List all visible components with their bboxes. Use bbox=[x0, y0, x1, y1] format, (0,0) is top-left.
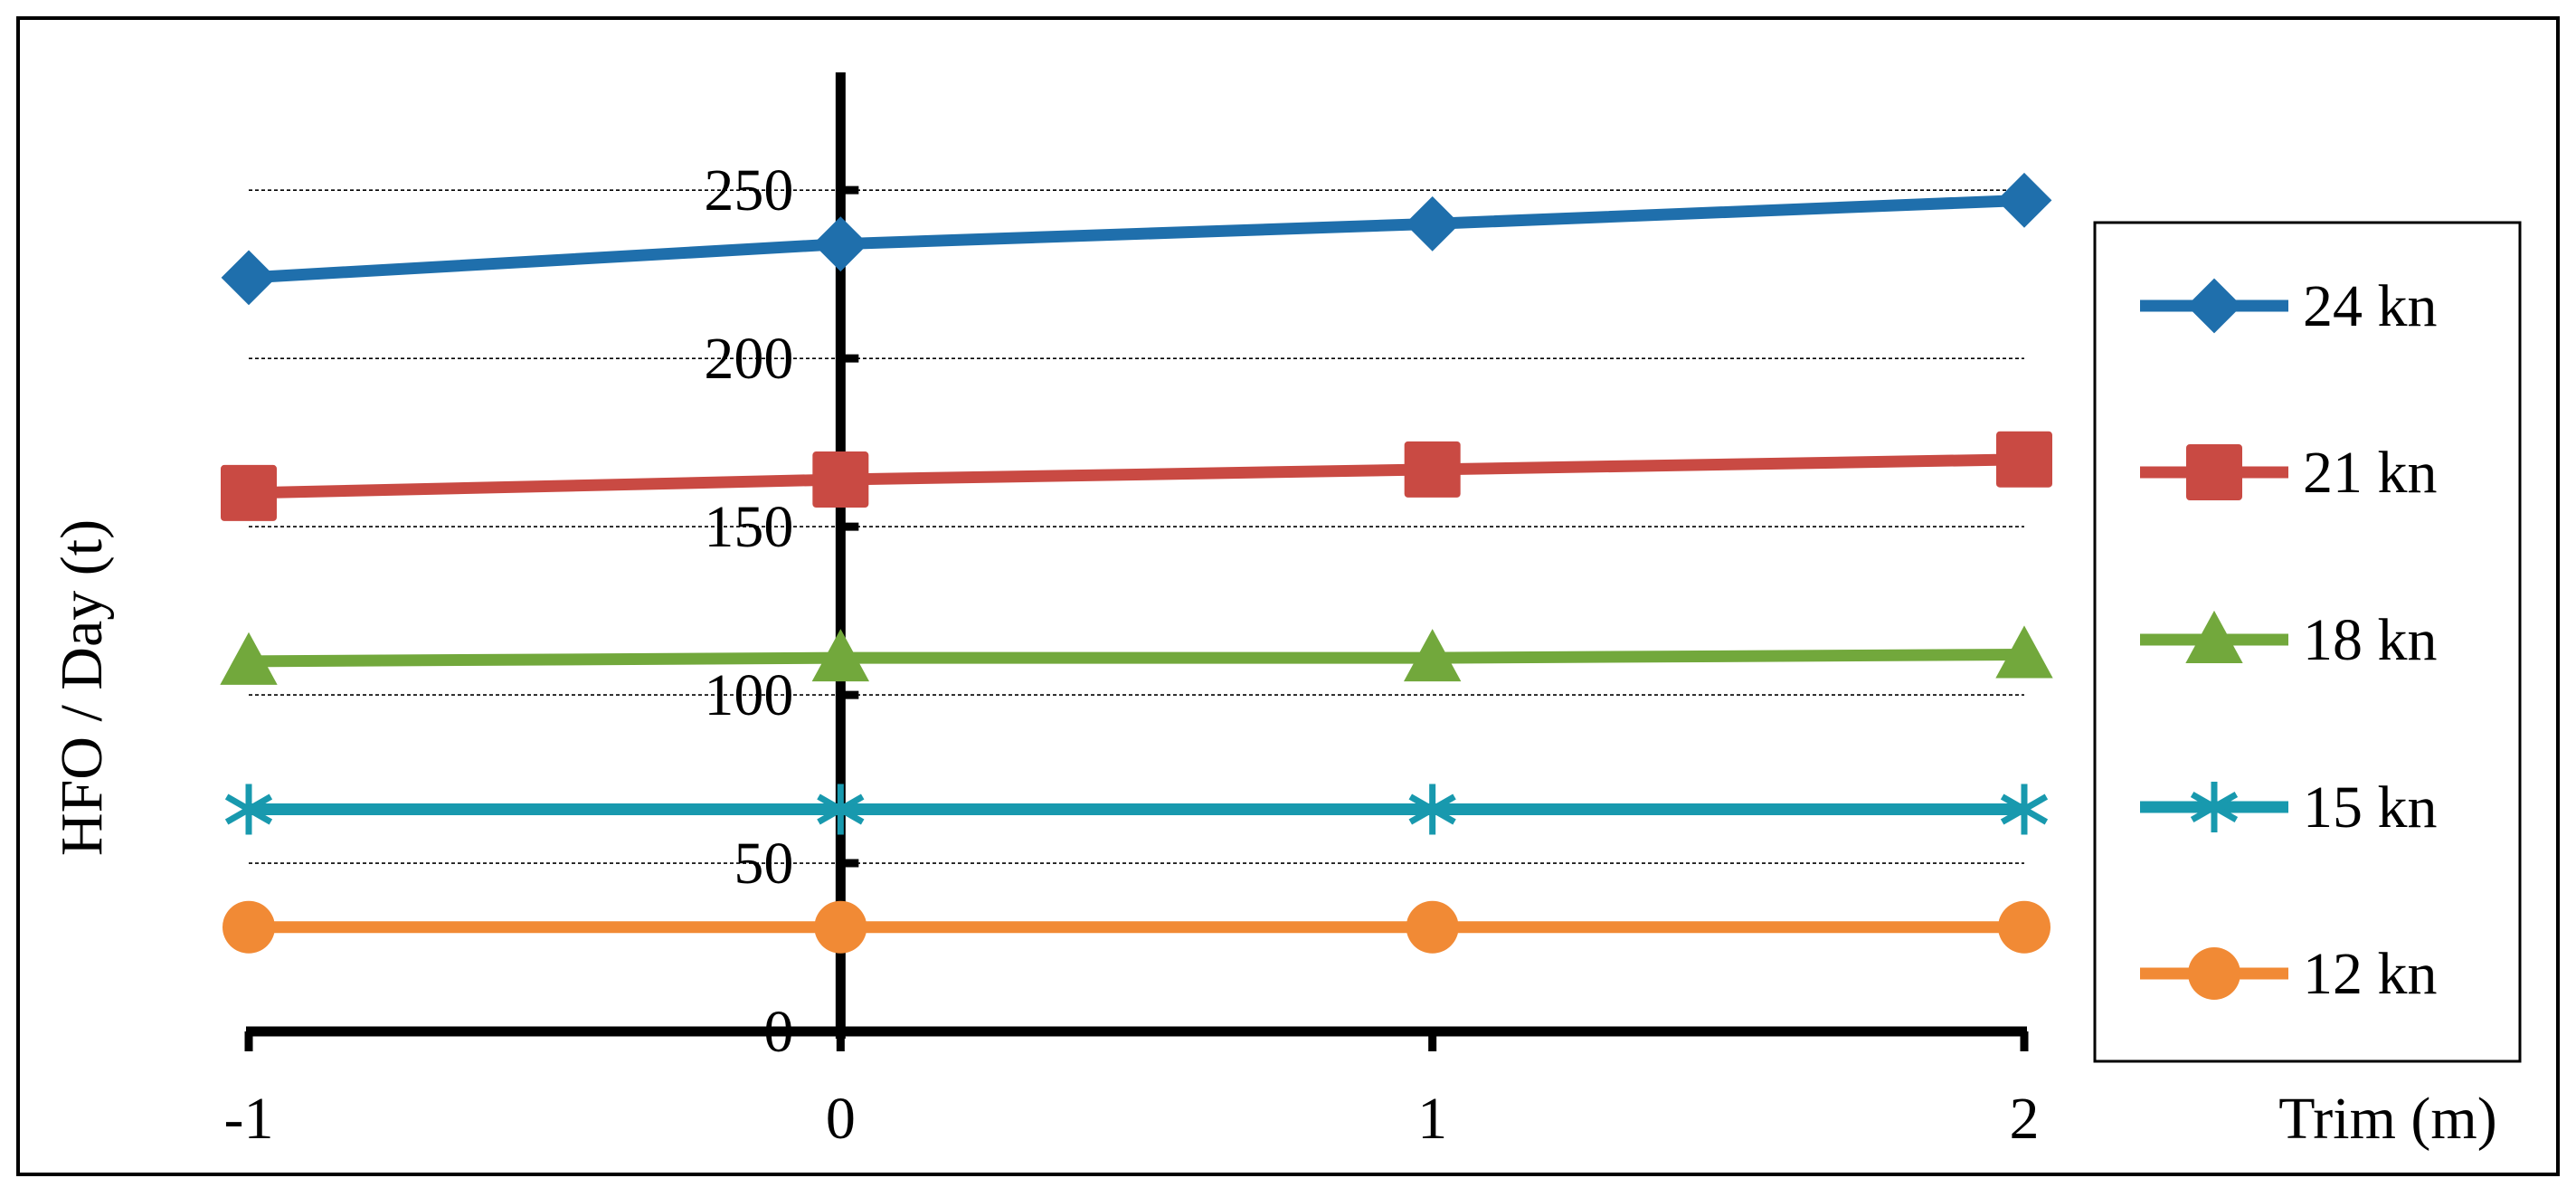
data-point-21-kn-2 bbox=[1404, 441, 1461, 498]
data-point-24-kn-1 bbox=[812, 216, 868, 272]
legend-label-21-kn: 21 kn bbox=[2303, 440, 2438, 506]
data-point-21-kn-3 bbox=[1996, 431, 2052, 488]
legend-marker-24-kn bbox=[2186, 278, 2242, 334]
data-point-12-kn-2 bbox=[1406, 900, 1459, 954]
data-point-18-kn-1 bbox=[811, 629, 870, 682]
legend-label-24-kn: 24 kn bbox=[2303, 273, 2438, 339]
y-tick-label-200: 200 bbox=[704, 326, 793, 392]
legend-label-12-kn: 12 kn bbox=[2303, 941, 2438, 1007]
x-axis-title: Trim (m) bbox=[2278, 1086, 2496, 1152]
data-point-12-kn-1 bbox=[814, 900, 867, 954]
series-line-21-kn bbox=[248, 453, 2025, 499]
data-point-15-kn-2 bbox=[1408, 784, 1456, 835]
x-tick-label-3: 2 bbox=[2010, 1086, 2040, 1152]
data-point-21-kn-0 bbox=[221, 464, 277, 521]
series-lines bbox=[220, 172, 2053, 954]
data-point-15-kn-3 bbox=[2000, 784, 2049, 835]
gridlines bbox=[249, 189, 2024, 864]
y-tick-label-250: 250 bbox=[704, 157, 793, 223]
data-point-18-kn-0 bbox=[220, 632, 278, 685]
data-point-24-kn-3 bbox=[1996, 172, 2052, 228]
legend-label-15-kn: 15 kn bbox=[2303, 774, 2438, 841]
axes: 0 50 100 150 200 250 -1 0 1 2 bbox=[224, 72, 2040, 1152]
y-tick-label-0: 0 bbox=[763, 999, 793, 1065]
legend-marker-15-kn bbox=[2190, 782, 2239, 832]
x-tick-label-0: -1 bbox=[224, 1086, 274, 1152]
x-tick-label-1: 0 bbox=[826, 1086, 856, 1152]
series-line-18-kn bbox=[248, 648, 2025, 668]
y-tick-label-150: 150 bbox=[704, 494, 793, 560]
legend-label-18-kn: 18 kn bbox=[2303, 607, 2438, 673]
data-point-18-kn-3 bbox=[1995, 625, 2053, 679]
data-point-12-kn-3 bbox=[1998, 900, 2050, 954]
y-axis-title: HFO / Day (t) bbox=[49, 519, 115, 856]
legend-marker-18-kn bbox=[2185, 610, 2243, 663]
data-point-15-kn-0 bbox=[224, 784, 273, 835]
data-point-24-kn-0 bbox=[221, 250, 277, 306]
legend-marker-12-kn bbox=[2188, 947, 2240, 1000]
data-point-24-kn-2 bbox=[1405, 195, 1461, 252]
y-tick-label-50: 50 bbox=[734, 831, 793, 897]
series-line-24-kn bbox=[248, 194, 2025, 284]
data-point-12-kn-0 bbox=[223, 900, 275, 954]
data-point-21-kn-1 bbox=[812, 451, 869, 508]
axis-labels: HFO / Day (t) Trim (m) bbox=[49, 519, 2497, 1152]
legend: 24 kn 21 kn 18 kn 15 kn 12 kn bbox=[2140, 273, 2438, 1007]
x-tick-label-2: 1 bbox=[1417, 1086, 1447, 1152]
data-point-18-kn-2 bbox=[1403, 629, 1462, 682]
legend-marker-21-kn bbox=[2186, 444, 2242, 500]
y-tick-label-100: 100 bbox=[704, 662, 793, 728]
data-point-15-kn-1 bbox=[817, 784, 865, 835]
